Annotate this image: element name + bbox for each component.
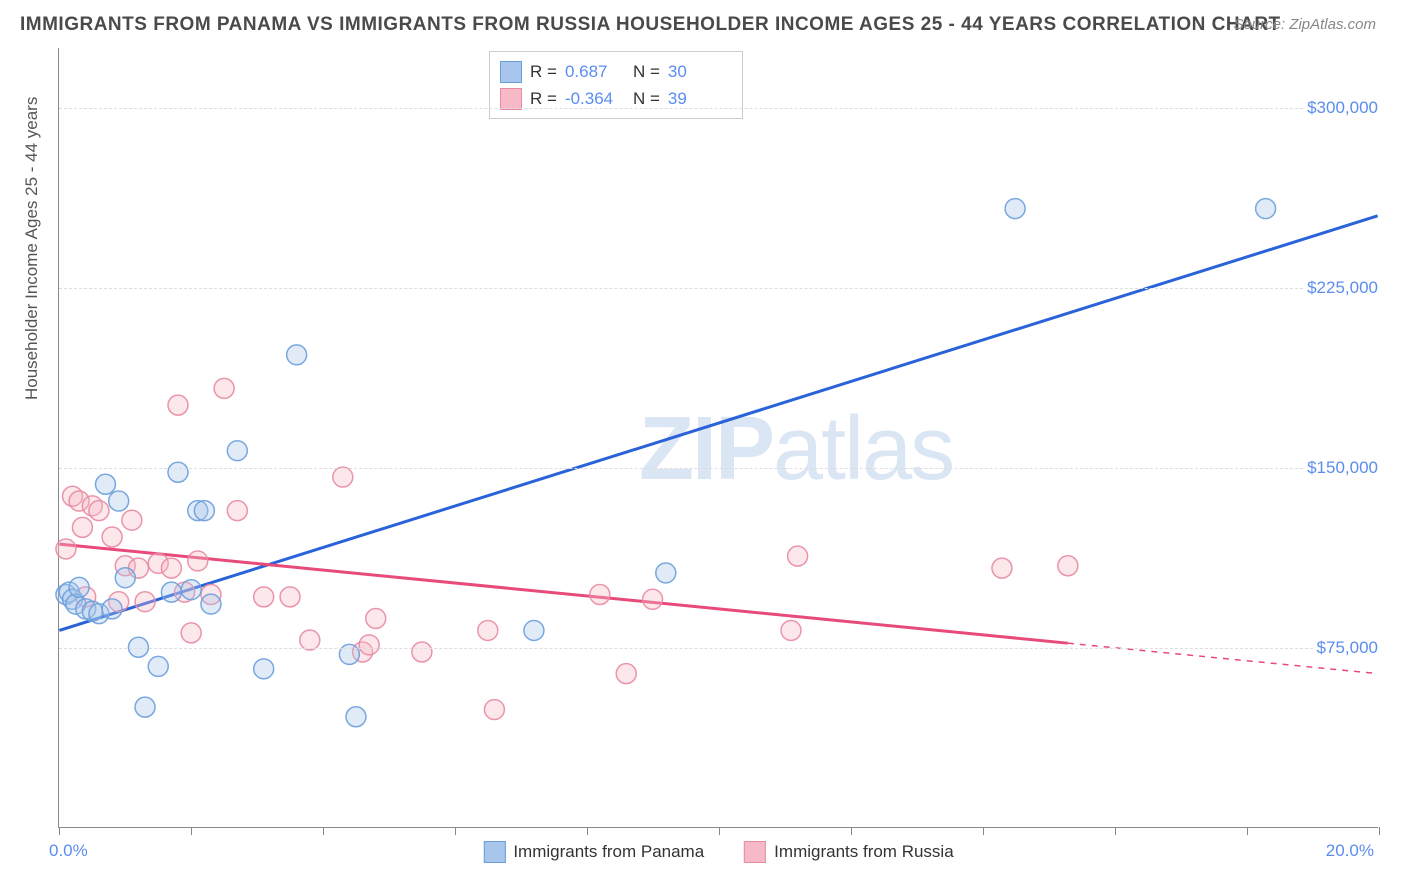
data-point [346, 707, 366, 727]
data-point [72, 517, 92, 537]
legend-item: Immigrants from Panama [483, 841, 704, 863]
data-point [188, 551, 208, 571]
data-point [254, 659, 274, 679]
data-point [359, 635, 379, 655]
data-point [214, 378, 234, 398]
x-tick [719, 827, 720, 835]
data-point [135, 697, 155, 717]
data-point [69, 577, 89, 597]
data-point [109, 491, 129, 511]
scatter-plot [59, 48, 1378, 827]
data-point [181, 623, 201, 643]
legend-label: Immigrants from Russia [774, 842, 953, 862]
x-tick [59, 827, 60, 835]
data-point [56, 539, 76, 559]
data-point [115, 568, 135, 588]
x-tick [983, 827, 984, 835]
data-point [656, 563, 676, 583]
data-point [287, 345, 307, 365]
source-label: Source: ZipAtlas.com [1233, 16, 1376, 33]
data-point [333, 467, 353, 487]
data-point [168, 462, 188, 482]
data-point [254, 587, 274, 607]
data-point [643, 589, 663, 609]
gridline [59, 648, 1378, 649]
y-tick-label: $300,000 [1305, 98, 1380, 118]
data-point [89, 501, 109, 521]
data-point [227, 441, 247, 461]
bottom-legend: Immigrants from Panama Immigrants from R… [483, 841, 953, 863]
chart-area: ZIPatlas R = 0.687 N = 30 R = -0.364 N =… [58, 48, 1378, 828]
data-point [1005, 199, 1025, 219]
data-point [366, 608, 386, 628]
data-point [788, 546, 808, 566]
y-tick-label: $75,000 [1315, 638, 1380, 658]
swatch-icon [483, 841, 505, 863]
data-point [1058, 556, 1078, 576]
data-point [616, 664, 636, 684]
data-point [412, 642, 432, 662]
data-point [201, 594, 221, 614]
y-tick-label: $150,000 [1305, 458, 1380, 478]
data-point [168, 395, 188, 415]
legend-label: Immigrants from Panama [513, 842, 704, 862]
data-point [181, 580, 201, 600]
data-point [135, 592, 155, 612]
data-point [161, 558, 181, 578]
gridline [59, 468, 1378, 469]
x-tick [323, 827, 324, 835]
x-tick [587, 827, 588, 835]
gridline [59, 108, 1378, 109]
legend-item: Immigrants from Russia [744, 841, 953, 863]
y-axis-title: Householder Income Ages 25 - 44 years [22, 97, 42, 400]
data-point [227, 501, 247, 521]
data-point [781, 620, 801, 640]
x-tick [191, 827, 192, 835]
data-point [478, 620, 498, 640]
x-tick [1247, 827, 1248, 835]
data-point [122, 510, 142, 530]
x-tick [851, 827, 852, 835]
data-point [161, 582, 181, 602]
chart-title: IMMIGRANTS FROM PANAMA VS IMMIGRANTS FRO… [20, 14, 1281, 36]
data-point [102, 527, 122, 547]
x-tick [1115, 827, 1116, 835]
data-point [102, 599, 122, 619]
data-point [95, 474, 115, 494]
data-point [1256, 199, 1276, 219]
gridline [59, 288, 1378, 289]
x-tick [455, 827, 456, 835]
data-point [590, 585, 610, 605]
x-axis-min-label: 0.0% [49, 841, 88, 861]
data-point [484, 700, 504, 720]
data-point [992, 558, 1012, 578]
data-point [280, 587, 300, 607]
data-point [194, 501, 214, 521]
data-point [148, 656, 168, 676]
y-tick-label: $225,000 [1305, 278, 1380, 298]
data-point [524, 620, 544, 640]
x-tick [1379, 827, 1380, 835]
trend-line [59, 216, 1377, 631]
x-axis-max-label: 20.0% [1326, 841, 1374, 861]
swatch-icon [744, 841, 766, 863]
